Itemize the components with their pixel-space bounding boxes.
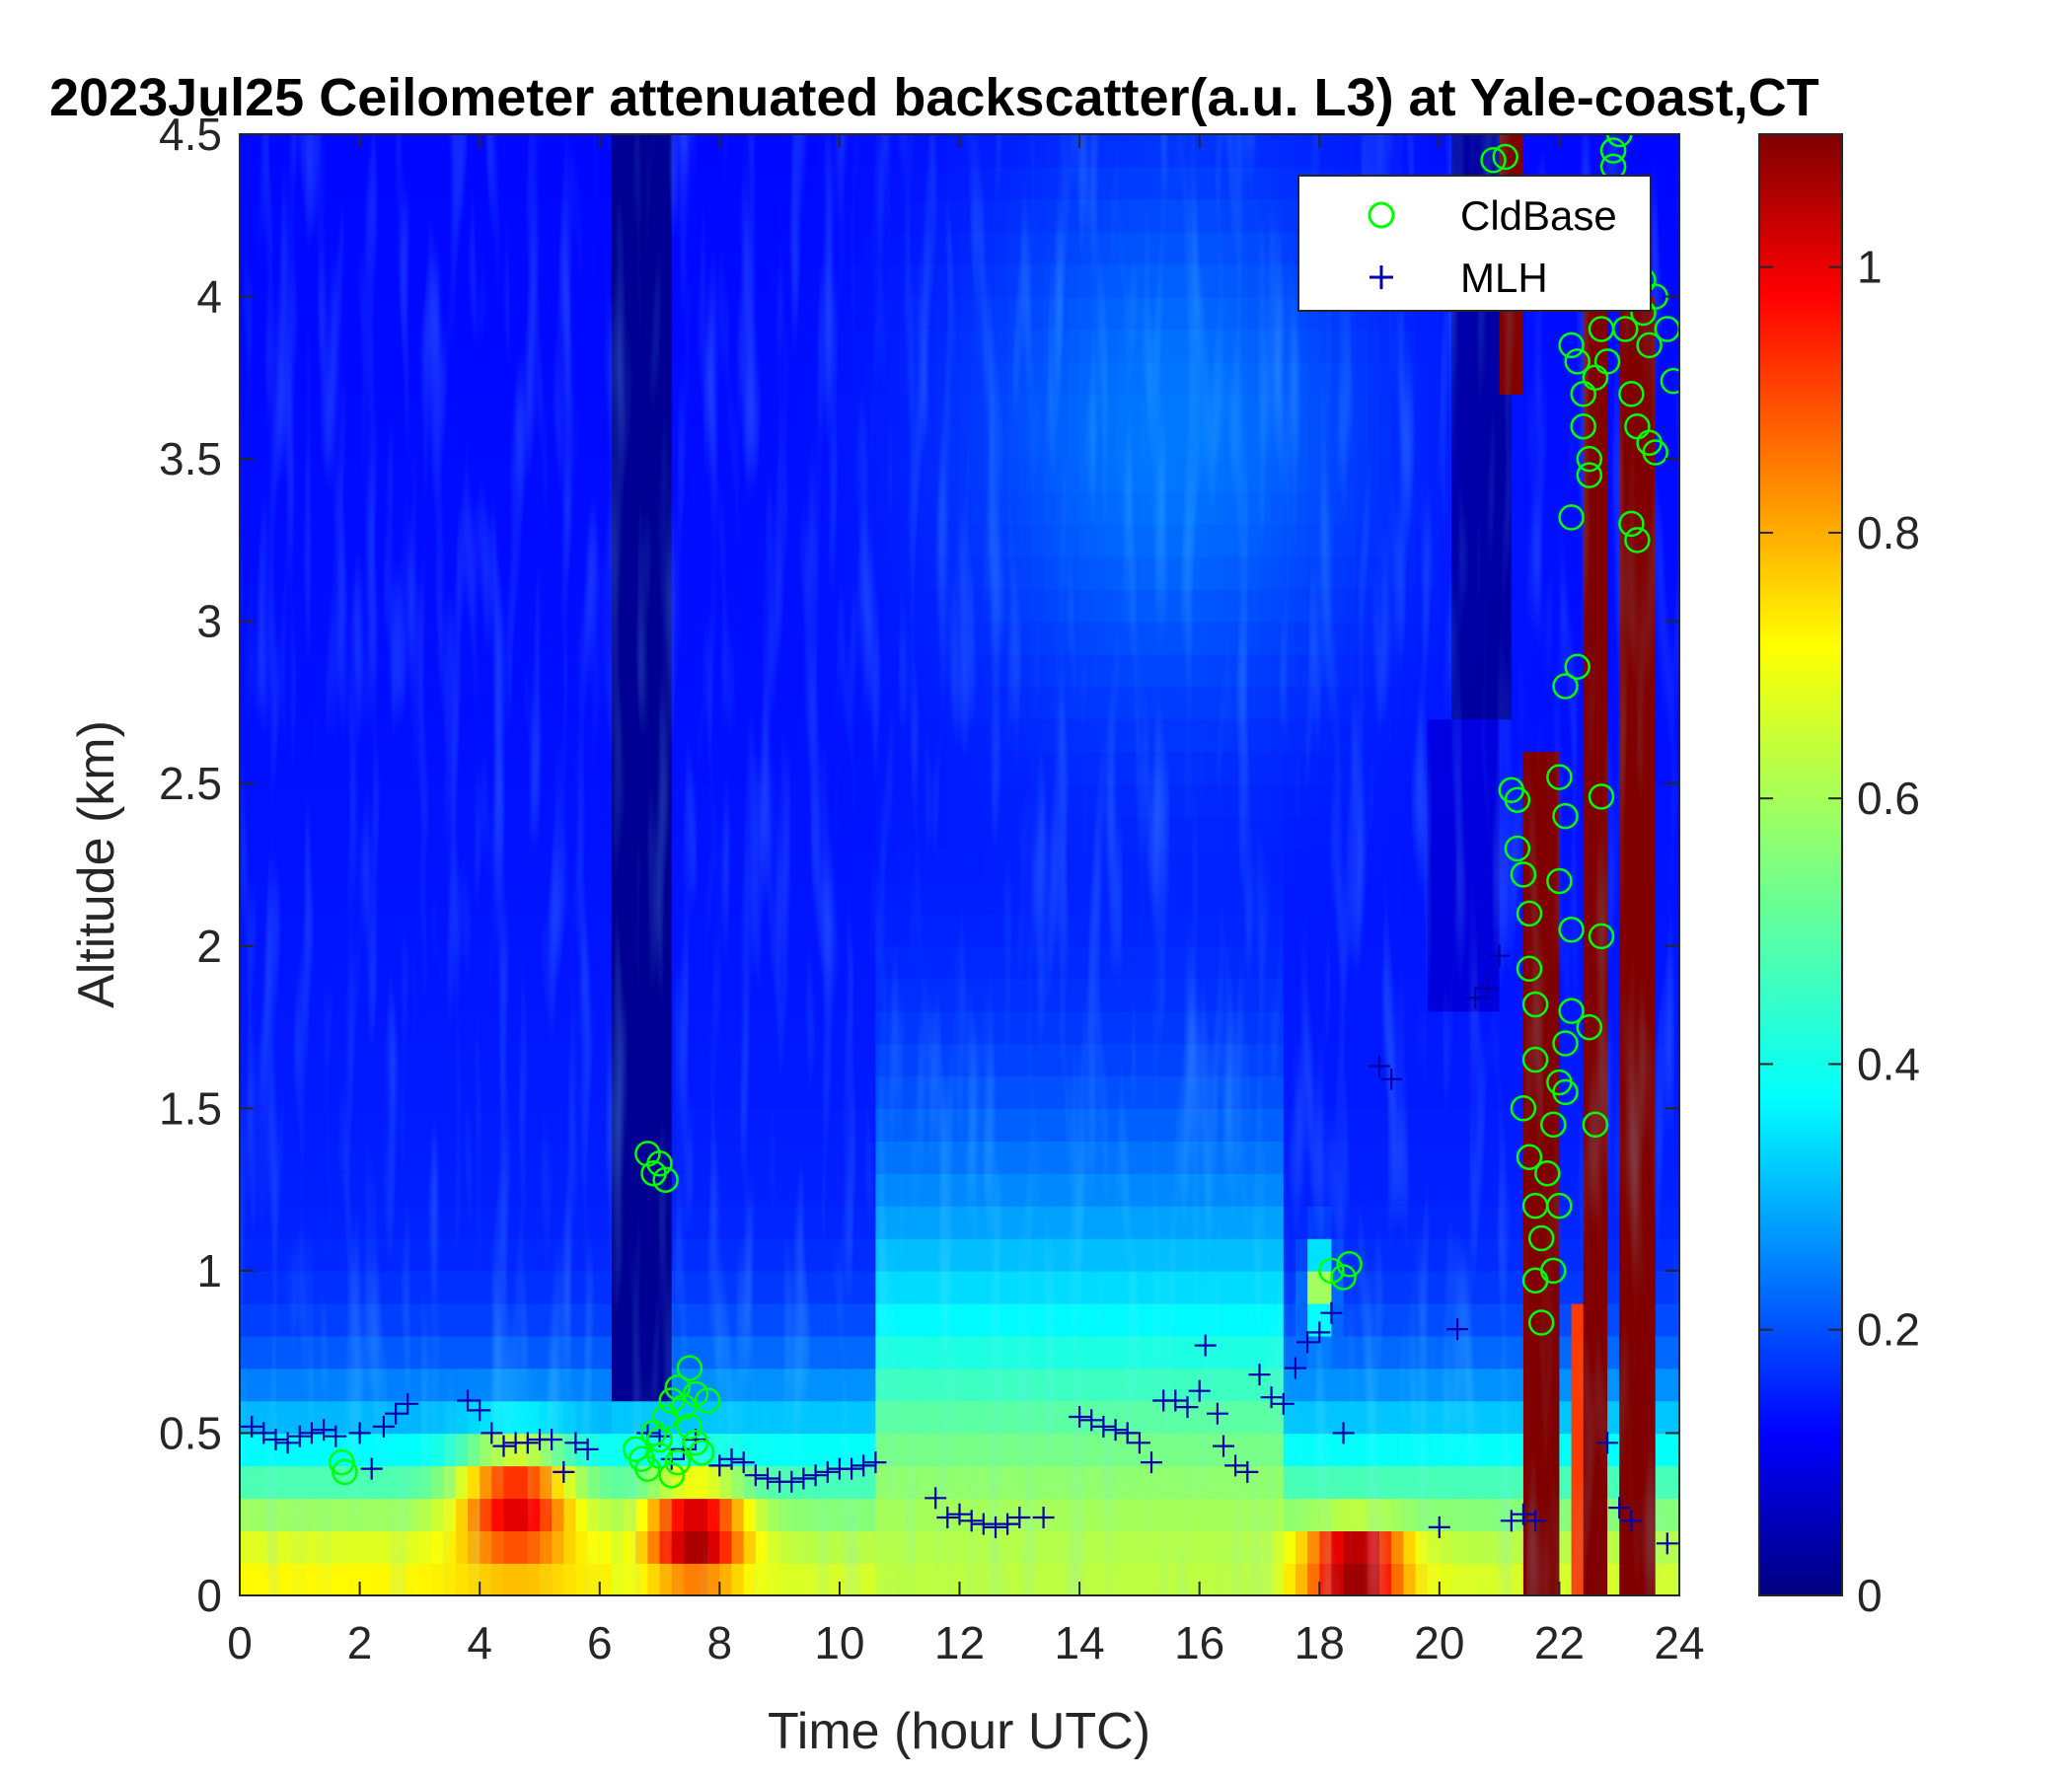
plot-area <box>240 134 1679 1595</box>
chart-title: 2023Jul25 Ceilometer attenuated backscat… <box>49 68 1819 127</box>
